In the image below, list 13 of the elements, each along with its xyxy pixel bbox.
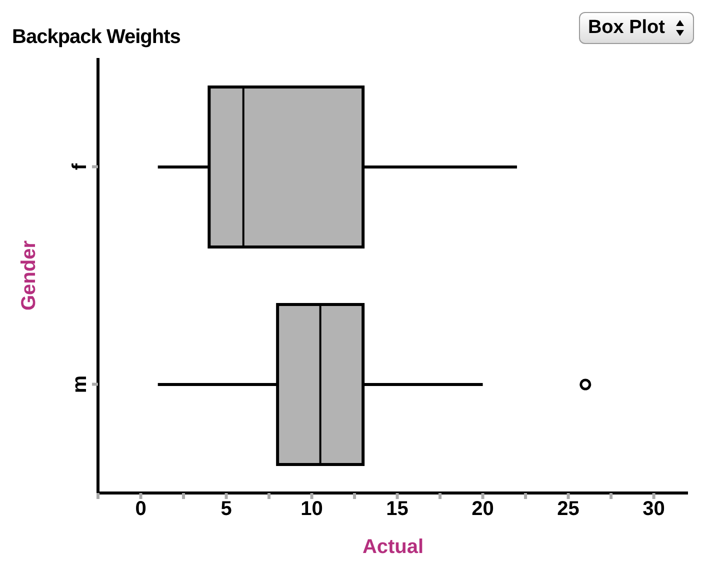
x-tick-label: 15 [386,498,408,520]
y-tick-label: m [69,375,91,394]
x-tick-label: 5 [220,498,232,520]
chart-title: Backpack Weights [12,26,180,49]
x-tick-label: 20 [472,498,494,520]
x-tick-label: 25 [557,498,580,520]
x-tick-label: 0 [135,498,146,520]
x-tick-label: 30 [642,498,665,520]
dropdown-menu: Box Plot [578,12,694,44]
y-axis-title: Gender [18,240,40,311]
y-tick-label: f [69,163,91,170]
x-tick-label: 10 [300,498,323,520]
x-axis-title: Actual [362,536,424,558]
